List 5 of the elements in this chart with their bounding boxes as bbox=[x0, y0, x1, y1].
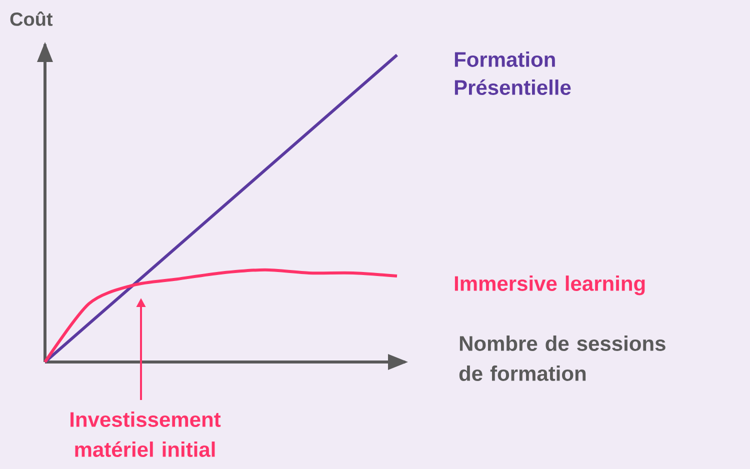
text: Immersive learning bbox=[454, 276, 645, 296]
text: Investissement matériel initial bbox=[70, 412, 221, 457]
text: Formation Présentielle bbox=[454, 52, 571, 95]
x-axis-title: Nombre de sessions de formation bbox=[459, 336, 666, 381]
y-axis-title: Coût bbox=[10, 12, 53, 26]
